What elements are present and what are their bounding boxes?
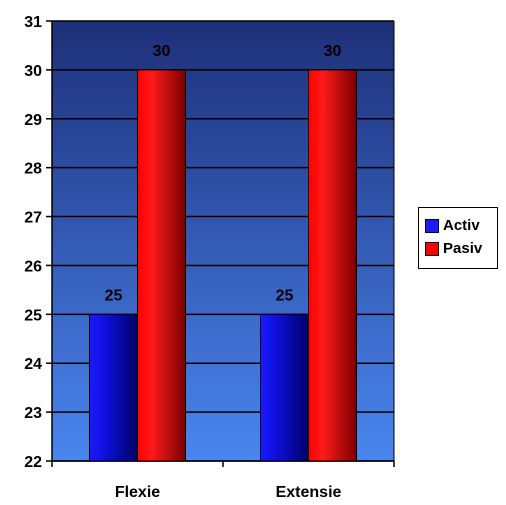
bar-activ-flexie	[90, 314, 138, 461]
legend-label-pasiv: Pasiv	[443, 240, 482, 257]
x-category-label-flexie: Flexie	[115, 484, 160, 500]
bar-pasiv-extensie	[309, 70, 357, 461]
bar-pasiv-flexie	[138, 70, 186, 461]
y-tick-label-31: 31	[24, 14, 42, 31]
data-label-activ-extensie: 25	[276, 287, 294, 304]
legend-swatch-pasiv	[425, 242, 439, 256]
bar-activ-extensie	[261, 314, 309, 461]
data-label-pasiv-flexie: 30	[153, 43, 171, 60]
y-tick-label-24: 24	[24, 356, 42, 373]
y-tick-label-25: 25	[24, 307, 42, 324]
data-label-activ-flexie: 25	[105, 287, 123, 304]
y-tick-label-27: 27	[24, 210, 42, 227]
y-tick-label-22: 22	[24, 454, 42, 471]
x-category-label-extensie: Extensie	[276, 484, 342, 500]
legend-label-activ: Activ	[443, 217, 480, 234]
y-tick-label-23: 23	[24, 405, 42, 422]
y-tick-label-29: 29	[24, 112, 42, 129]
y-tick-label-30: 30	[24, 63, 42, 80]
y-tick-label-26: 26	[24, 258, 42, 275]
data-label-pasiv-extensie: 30	[324, 43, 342, 60]
legend-item-activ: Activ	[425, 214, 497, 237]
legend-item-pasiv: Pasiv	[425, 237, 497, 260]
legend-swatch-activ	[425, 219, 439, 233]
y-tick-label-28: 28	[24, 161, 42, 178]
legend: Activ Pasiv	[418, 207, 498, 269]
